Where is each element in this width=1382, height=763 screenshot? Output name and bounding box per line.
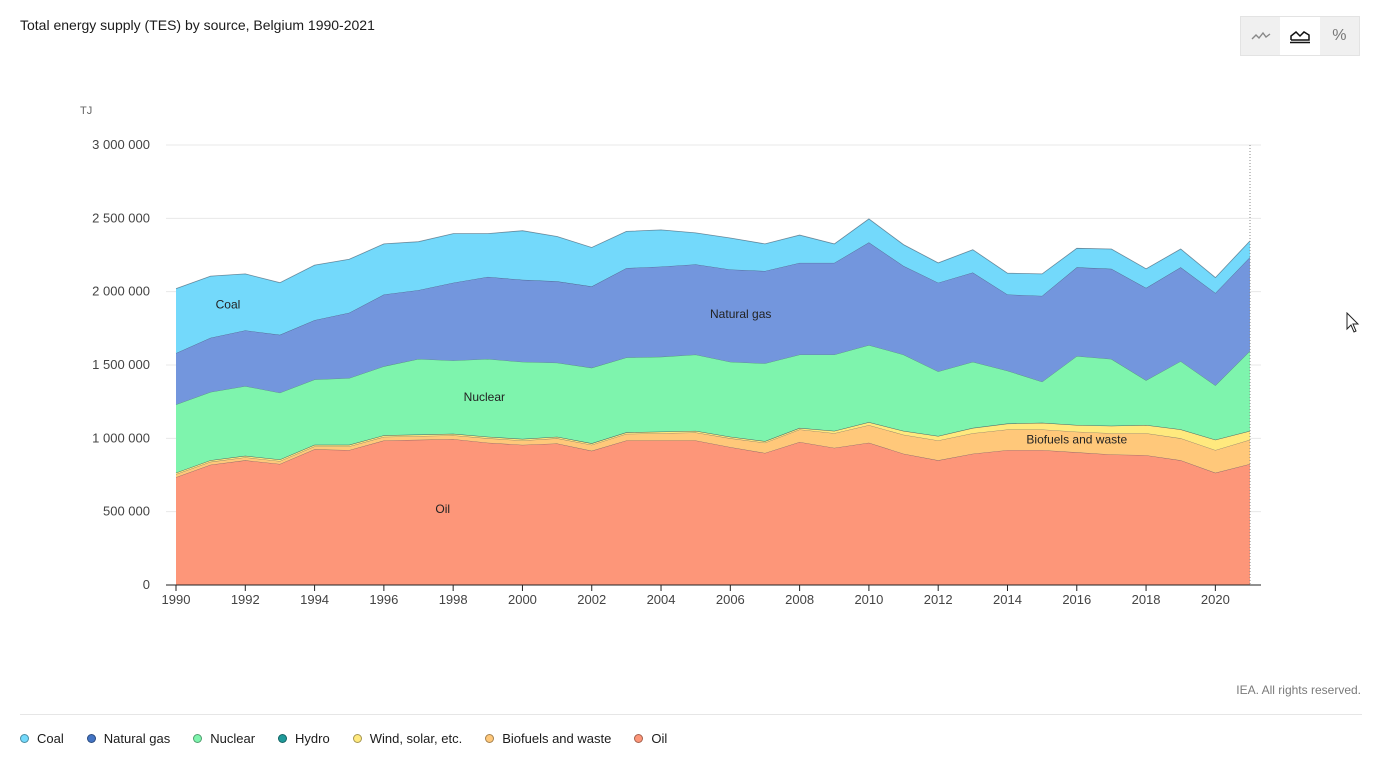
legend-item-coal[interactable]: Coal (20, 731, 64, 746)
line-chart-button[interactable] (1241, 17, 1280, 55)
wind-solar-swatch-icon (352, 734, 362, 743)
area-label: Biofuels and waste (1026, 432, 1127, 446)
area-nuclear[interactable] (176, 345, 1250, 473)
legend-item-biofuels[interactable]: Biofuels and waste (485, 731, 611, 746)
nuclear-swatch-icon (193, 734, 203, 743)
x-tick-label: 2016 (1062, 592, 1091, 607)
area-labels: Coal Natural gas Nuclear Biofuels and waste… (216, 298, 1128, 517)
x-tick-label: 2006 (716, 592, 745, 607)
legend-label: Hydro (295, 731, 330, 746)
y-tick-label: 1 500 000 (92, 357, 150, 372)
x-tick-label: 2012 (924, 592, 953, 607)
x-tick-label: 1990 (162, 592, 191, 607)
line-chart-icon (1251, 31, 1271, 40)
legend: Coal Natural gas Nuclear Hydro Wind, sol… (20, 731, 690, 746)
y-tick-label: 500 000 (103, 504, 150, 519)
legend-label: Nuclear (210, 731, 256, 746)
y-tick-label: 0 (143, 577, 150, 592)
legend-label: Wind, solar, etc. (369, 731, 463, 746)
x-tick-label: 1996 (369, 592, 398, 607)
legend-item-oil[interactable]: Oil (634, 731, 667, 746)
area-label: Natural gas (710, 307, 771, 321)
x-tick-label: 1998 (439, 592, 468, 607)
area-label: Nuclear (464, 390, 505, 404)
biofuels-swatch-icon (485, 734, 495, 743)
y-tick-label: 3 000 000 (92, 137, 150, 152)
area-label: Oil (435, 502, 450, 516)
oil-swatch-icon (634, 734, 644, 743)
x-tick-label: 2018 (1132, 592, 1161, 607)
legend-item-nuclear[interactable]: Nuclear (193, 731, 255, 746)
copyright-credit: IEA. All rights reserved. (1236, 683, 1361, 697)
coal-swatch-icon (20, 734, 29, 743)
area-biofuels-and-waste[interactable] (176, 425, 1250, 478)
chart-type-toolbar: % (1240, 16, 1360, 56)
y-tick-label: 2 500 000 (92, 210, 150, 225)
natural-gas-swatch-icon (86, 734, 96, 743)
percent-button[interactable]: % (1332, 27, 1347, 44)
legend-label: Oil (651, 731, 668, 746)
x-tick-label: 1992 (231, 592, 260, 607)
axes: 0 500 000 1 000 000 1 500 000 2 000 000 2 500… (92, 137, 1261, 607)
mouse-cursor-icon (1346, 312, 1360, 333)
stacked-area-chart: 0 500 000 1 000 000 1 500 000 2 000 000 2 500… (80, 105, 1261, 607)
area-chart-button[interactable] (1280, 17, 1320, 55)
x-tick-label: 2002 (577, 592, 606, 607)
y-tick-label: 1 000 000 (92, 430, 150, 445)
legend-item-hydro[interactable]: Hydro (278, 731, 330, 746)
y-tick-label: 2 000 000 (92, 284, 150, 299)
y-axis-label: TJ (80, 105, 92, 117)
legend-label: Biofuels and waste (502, 731, 612, 746)
legend-item-natural-gas[interactable]: Natural gas (86, 731, 171, 746)
area-coal[interactable] (176, 218, 1250, 354)
x-tick-label: 2008 (785, 592, 814, 607)
area-wind-solar-etc[interactable] (176, 422, 1250, 475)
legend-label: Coal (37, 731, 64, 746)
x-tick-label: 2000 (508, 592, 537, 607)
x-tick-label: 2020 (1201, 592, 1230, 607)
area-series (175, 218, 1251, 585)
x-tick-label: 2010 (854, 592, 883, 607)
chart-title: Total energy supply (TES) by source, Bel… (20, 17, 375, 33)
area-chart-icon (1289, 30, 1310, 44)
legend-label: Natural gas (103, 731, 171, 746)
area-label: Coal (216, 298, 241, 312)
area-edge-natural-gas (175, 241, 1251, 354)
x-tick-label: 2004 (647, 592, 676, 607)
area-natural-gas[interactable] (176, 242, 1250, 405)
x-tick-label: 2014 (993, 592, 1022, 607)
area-oil[interactable] (176, 439, 1250, 585)
hydro-swatch-icon (278, 734, 288, 743)
legend-divider (20, 714, 1362, 715)
legend-item-wind-solar[interactable]: Wind, solar, etc. (352, 731, 463, 746)
x-tick-label: 1994 (300, 592, 329, 607)
area-edge-coal (175, 218, 1251, 289)
